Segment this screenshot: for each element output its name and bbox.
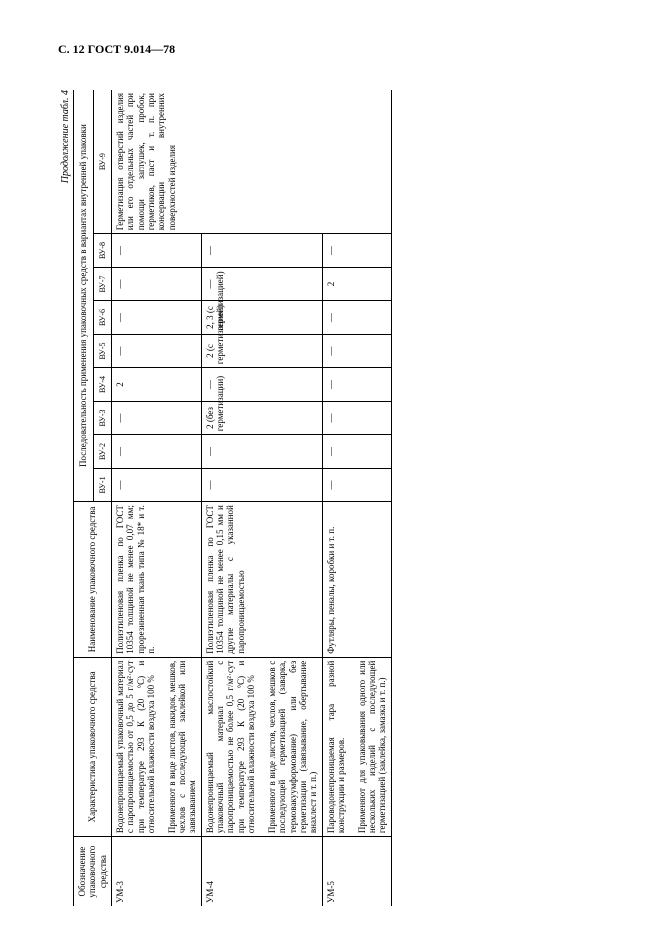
cell-v: — — [201, 234, 322, 267]
th-vu6: ВУ-6 — [93, 301, 111, 334]
cell-char: Водонепроницаемый маслостойкий упаковочн… — [201, 657, 322, 836]
th-vu7: ВУ-7 — [93, 267, 111, 300]
cell-v: 2 — [112, 368, 202, 401]
packaging-table: Обозначение упаковочного средства Характ… — [73, 90, 392, 906]
cell-v: — — [112, 435, 202, 468]
table-row: УМ-3 Водонепроницаемый упаковочный матер… — [112, 90, 202, 906]
cell-name: Полиэтиленовая пленка по ГОСТ 10354 толщ… — [201, 502, 322, 658]
cell-v: — — [201, 468, 322, 501]
cell-v: — — [322, 468, 391, 501]
cell-v: — — [322, 234, 391, 267]
th-vu5: ВУ-5 — [93, 334, 111, 367]
cell-v: — — [112, 267, 202, 300]
th-vu8: ВУ-8 — [93, 234, 111, 267]
th-vu3: ВУ-3 — [93, 401, 111, 434]
cell-char: Водонепроницаемый упаковочный материал с… — [112, 657, 202, 836]
cell-name: Полиэтиленовая пленка по ГОСТ 10354 толщ… — [112, 502, 202, 658]
cell-v: — — [112, 234, 202, 267]
th-vu2: ВУ-2 — [93, 435, 111, 468]
cell-v: — — [112, 301, 202, 334]
cell-name: Футляры, пеналы, коробки и т. п. — [322, 502, 391, 658]
cell-char: Пароводонепроницаемая тара разной констр… — [322, 657, 391, 836]
th-char: Характеристика упаковочного средства — [74, 657, 112, 836]
cell-v: — — [322, 435, 391, 468]
cell-v: 2 (без герметизации) — [201, 401, 322, 434]
cell-v: — — [322, 301, 391, 334]
cell-v: — — [201, 435, 322, 468]
th-group: Последовательность применения упаковочны… — [74, 90, 94, 502]
cell-code: УМ-4 — [201, 837, 322, 906]
th-name: Наименование упаковочного средства — [74, 502, 112, 658]
th-vu4: ВУ-4 — [93, 368, 111, 401]
th-vu9: ВУ-9 — [93, 90, 111, 234]
cell-v: 2 — [322, 267, 391, 300]
table-container: Продолжение табл. 4 Обозначение упаковоч… — [60, 90, 617, 906]
vu9-text: Герметизация отверстий изделия или его о… — [115, 93, 177, 230]
page-header: С. 12 ГОСТ 9.014—78 — [58, 42, 623, 57]
th-code: Обозначение упаковочного средства — [74, 837, 112, 906]
cell-v: 2, 3 (с герметизацией) — [201, 301, 322, 334]
cell-v: — — [112, 468, 202, 501]
cell-code: УМ-5 — [322, 837, 391, 906]
cell-code: УМ-3 — [112, 837, 202, 906]
cell-v: — — [322, 401, 391, 434]
cell-v: — — [322, 368, 391, 401]
th-vu1: ВУ-1 — [93, 468, 111, 501]
continuation-label: Продолжение табл. 4 — [60, 90, 71, 906]
cell-v: — — [322, 334, 391, 367]
cell-v: — — [112, 401, 202, 434]
cell-v9-rowspan: Герметизация отверстий изделия или его о… — [112, 90, 392, 234]
page-root: С. 12 ГОСТ 9.014—78 Продолжение табл. 4 … — [0, 0, 661, 936]
cell-v: 2 (с герметизацией) — [201, 334, 322, 367]
cell-v: — — [112, 334, 202, 367]
